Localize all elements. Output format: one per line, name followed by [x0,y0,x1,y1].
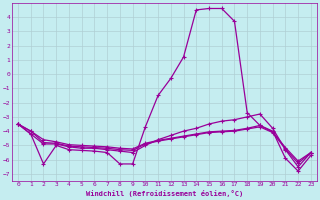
X-axis label: Windchill (Refroidissement éolien,°C): Windchill (Refroidissement éolien,°C) [86,190,243,197]
